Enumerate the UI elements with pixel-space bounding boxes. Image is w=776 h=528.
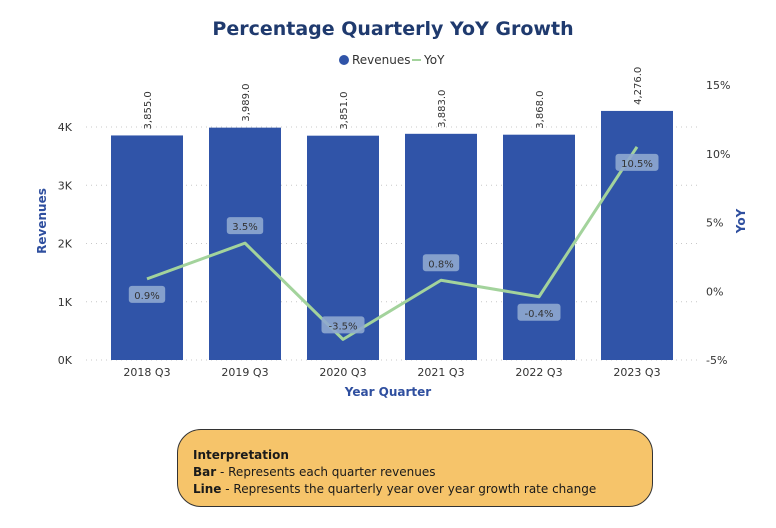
legend: Revenues YoY	[339, 53, 445, 67]
combo-chart: Percentage Quarterly YoY Growth Revenues…	[35, 18, 748, 399]
yoy-label-badge	[226, 217, 264, 235]
yoy-line	[146, 146, 639, 341]
revenue-bar-label: 3,855.0	[143, 91, 154, 129]
x-tick-label: 2023 Q3	[613, 366, 660, 379]
revenue-bar-label: 3,989.0	[241, 83, 252, 121]
revenue-bars	[111, 110, 673, 360]
yoy-label: 0.8%	[422, 254, 460, 272]
right-tick-label: 5%	[706, 217, 723, 230]
left-axis-ticks: 0K 1K 2K 3K 4K	[58, 121, 73, 367]
revenue-bar-labels: 3,855.0 3,989.0 3,851.0 3,883.0 3,868.0 4,276…	[143, 67, 644, 130]
left-tick-label: 4K	[58, 121, 73, 134]
yoy-label: -0.4%	[517, 303, 561, 321]
right-tick-label: 10%	[706, 148, 730, 161]
yoy-label: 10.5%	[615, 153, 659, 171]
yoy-label-badge	[422, 254, 460, 272]
yoy-label-text: 10.5%	[621, 159, 653, 170]
left-tick-label: 3K	[58, 179, 73, 192]
yoy-label-text: 0.9%	[134, 291, 159, 302]
right-tick-label: 0%	[706, 285, 723, 298]
x-tick-label: 2021 Q3	[417, 366, 464, 379]
right-axis-title: YoY	[734, 208, 748, 234]
legend-label-yoy: YoY	[423, 53, 445, 67]
yoy-label-text: 3.5%	[232, 222, 257, 233]
right-axis-ticks: -5% 0% 5% 10% 15%	[706, 79, 730, 367]
legend-marker-revenues	[339, 55, 349, 65]
yoy-label: -3.5%	[321, 316, 365, 334]
revenue-bar	[601, 110, 673, 360]
interpretation-heading: Interpretation	[193, 448, 289, 462]
x-axis-ticks: 2018 Q3 2019 Q3 2020 Q3 2021 Q3 2022 Q3 2023 …	[123, 366, 660, 379]
right-tick-label: -5%	[706, 354, 727, 367]
yoy-label-text: 0.8%	[428, 259, 453, 270]
left-tick-label: 2K	[58, 238, 73, 251]
revenue-bar-label: 3,851.0	[339, 92, 350, 130]
x-tick-label: 2018 Q3	[123, 366, 170, 379]
x-tick-label: 2019 Q3	[221, 366, 268, 379]
x-tick-label: 2020 Q3	[319, 366, 366, 379]
revenue-bar	[405, 133, 477, 360]
revenue-bar	[503, 134, 575, 360]
yoy-label: 3.5%	[226, 217, 264, 235]
yoy-label-badge	[321, 316, 365, 334]
yoy-label-text: -3.5%	[328, 321, 357, 332]
yoy-label-badge	[615, 153, 659, 171]
bar-description: - Represents each quarter revenues	[216, 465, 436, 479]
revenue-bar-label: 3,868.0	[535, 91, 546, 129]
yoy-label-badge	[128, 285, 166, 303]
yoy-label-text: -0.4%	[524, 309, 553, 320]
line-description: - Represents the quarterly year over yea…	[221, 482, 597, 496]
revenue-bar-label: 3,883.0	[437, 90, 448, 128]
right-tick-label: 15%	[706, 79, 730, 92]
left-tick-label: 1K	[58, 296, 73, 309]
yoy-label-badge	[517, 303, 561, 321]
x-axis-title: Year Quarter	[344, 385, 432, 399]
revenue-bar-label: 4,276.0	[633, 67, 644, 105]
yoy-label: 0.9%	[128, 285, 166, 303]
revenue-bar	[111, 135, 183, 360]
left-tick-label: 0K	[58, 354, 73, 367]
line-term: Line	[193, 482, 222, 496]
left-axis-title: Revenues	[35, 188, 49, 254]
yoy-data-labels: 0.9% 3.5% -3.5% 0.8% -0.4% 10.5%	[128, 153, 659, 334]
interpretation-box: Interpretation Bar - Represents each qua…	[177, 429, 653, 507]
bar-term: Bar	[193, 465, 217, 479]
x-tick-label: 2022 Q3	[515, 366, 562, 379]
legend-label-revenues: Revenues	[352, 53, 411, 67]
chart-title: Percentage Quarterly YoY Growth	[212, 18, 573, 40]
